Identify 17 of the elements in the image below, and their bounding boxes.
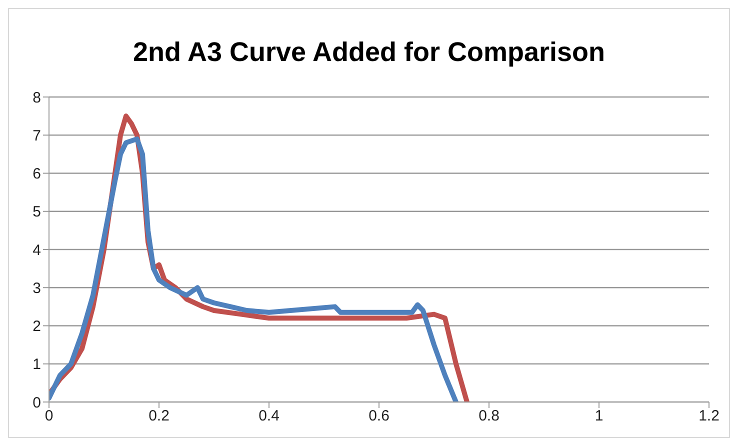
x-tick-label: 1.2 <box>698 408 720 425</box>
y-tick-label: 8 <box>32 89 41 106</box>
chart-title: 2nd A3 Curve Added for Comparison <box>132 37 606 69</box>
y-tick-label: 4 <box>32 242 41 259</box>
y-tick-label: 3 <box>32 280 41 297</box>
y-tick-label: 0 <box>32 394 41 412</box>
y-tick-label: 5 <box>32 204 41 221</box>
x-tick-label: 0 <box>44 408 54 425</box>
x-tick-label: 0.8 <box>478 408 500 425</box>
y-tick-label: 6 <box>32 166 41 183</box>
x-tick-label: 0.6 <box>368 408 390 425</box>
x-tick-label: 0.4 <box>258 408 280 425</box>
x-tick-label: 0.2 <box>148 408 170 425</box>
x-tick-label: 1 <box>594 408 604 425</box>
y-tick-label: 1 <box>32 356 41 374</box>
y-tick-label: 7 <box>32 127 41 144</box>
y-tick-label: 2 <box>32 318 41 336</box>
